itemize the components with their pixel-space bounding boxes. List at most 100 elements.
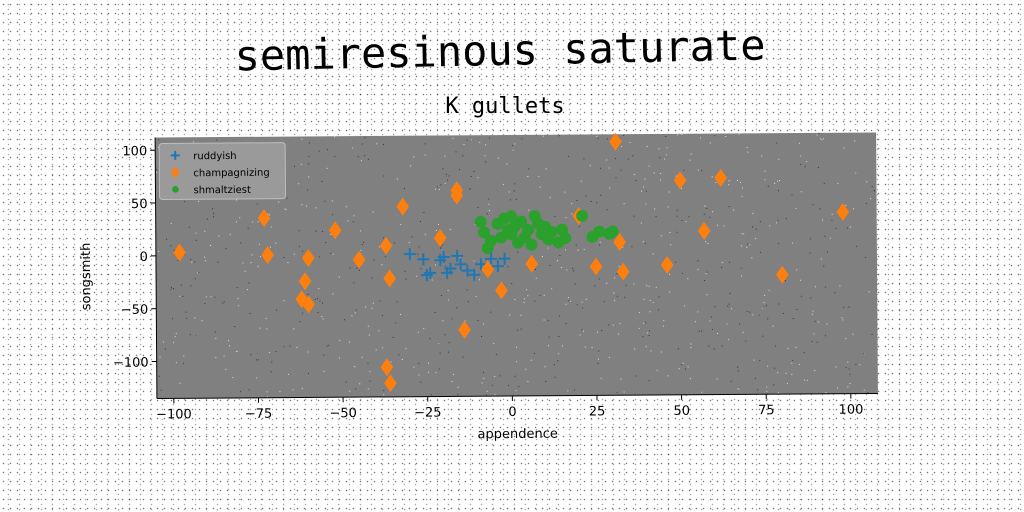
noise-speck — [549, 264, 551, 266]
noise-speck — [594, 285, 596, 287]
noise-speck — [868, 291, 870, 293]
data-point — [379, 236, 393, 255]
noise-speck — [609, 187, 611, 189]
noise-speck — [824, 286, 826, 288]
noise-speck — [638, 312, 640, 314]
noise-speck — [614, 299, 616, 301]
noise-speck — [658, 148, 660, 150]
noise-speck — [583, 158, 585, 160]
noise-speck — [818, 132, 820, 134]
noise-speck — [706, 271, 708, 273]
noise-speck — [792, 360, 794, 362]
noise-speck — [512, 149, 514, 151]
noise-speck — [534, 352, 536, 354]
noise-speck — [354, 366, 356, 368]
y-tick-label: −50 — [121, 303, 149, 318]
noise-speck — [821, 139, 823, 141]
noise-speck — [322, 318, 324, 320]
noise-speck — [768, 289, 770, 291]
data-point — [328, 221, 342, 240]
noise-speck — [675, 175, 677, 177]
noise-speck — [379, 300, 381, 302]
noise-speck — [576, 304, 578, 306]
noise-speck — [763, 294, 765, 296]
noise-speck — [270, 371, 272, 373]
noise-speck — [658, 309, 660, 311]
noise-speck — [258, 359, 260, 361]
noise-speck — [800, 191, 802, 193]
noise-speck — [267, 213, 269, 215]
noise-speck — [873, 190, 875, 192]
noise-speck — [608, 167, 610, 169]
noise-speck — [275, 351, 277, 353]
noise-speck — [384, 256, 386, 258]
noise-speck — [799, 142, 801, 144]
noise-speck — [188, 226, 190, 228]
noise-speck — [445, 173, 447, 175]
noise-speck — [381, 315, 383, 317]
noise-speck — [652, 253, 654, 255]
noise-speck — [210, 296, 212, 298]
legend-box — [158, 142, 287, 200]
noise-speck — [361, 143, 363, 145]
noise-speck — [205, 260, 207, 262]
noise-speck — [396, 301, 398, 303]
noise-speck — [706, 294, 708, 296]
noise-speck — [845, 367, 847, 369]
noise-speck — [845, 204, 847, 206]
noise-speck — [339, 357, 341, 359]
noise-speck — [482, 372, 484, 374]
noise-speck — [439, 352, 441, 354]
noise-speck — [685, 368, 687, 370]
noise-speck — [322, 231, 324, 233]
noise-speck — [700, 137, 702, 139]
noise-speck — [572, 270, 574, 272]
noise-speck — [590, 200, 592, 202]
noise-speck — [554, 215, 556, 217]
noise-speck — [866, 181, 868, 183]
noise-speck — [737, 388, 739, 390]
noise-speck — [763, 302, 765, 304]
noise-speck — [714, 306, 716, 308]
noise-speck — [189, 334, 191, 336]
noise-speck — [236, 199, 238, 201]
noise-speck — [662, 325, 664, 327]
noise-speck — [615, 177, 617, 179]
noise-speck — [520, 314, 522, 316]
noise-speck — [191, 261, 193, 263]
noise-speck — [205, 296, 207, 298]
noise-speck — [431, 279, 433, 281]
noise-speck — [558, 135, 560, 137]
noise-speck — [408, 242, 410, 244]
noise-speck — [697, 311, 699, 313]
noise-speck — [315, 230, 317, 232]
noise-speck — [753, 359, 755, 361]
noise-speck — [382, 144, 384, 146]
noise-speck — [841, 317, 843, 319]
noise-speck — [620, 378, 622, 380]
noise-speck — [746, 310, 748, 312]
noise-speck — [508, 191, 510, 193]
legend-label: shmaltziest — [193, 185, 251, 196]
noise-speck — [527, 176, 529, 178]
noise-speck — [613, 292, 615, 294]
noise-speck — [301, 138, 303, 140]
noise-speck — [367, 388, 369, 390]
noise-speck — [539, 295, 541, 297]
noise-speck — [819, 208, 821, 210]
noise-speck — [777, 190, 779, 192]
noise-speck — [709, 142, 711, 144]
noise-speck — [420, 268, 422, 270]
noise-speck — [514, 298, 516, 301]
noise-speck — [326, 167, 328, 169]
noise-speck — [223, 355, 225, 357]
noise-speck — [755, 238, 757, 240]
noise-speck — [814, 286, 816, 288]
noise-speck — [685, 221, 687, 223]
noise-speck — [424, 154, 426, 156]
noise-speck — [831, 219, 833, 221]
noise-speck — [822, 219, 824, 221]
data-point — [478, 226, 491, 239]
noise-speck — [276, 309, 278, 311]
noise-speck — [565, 323, 567, 325]
